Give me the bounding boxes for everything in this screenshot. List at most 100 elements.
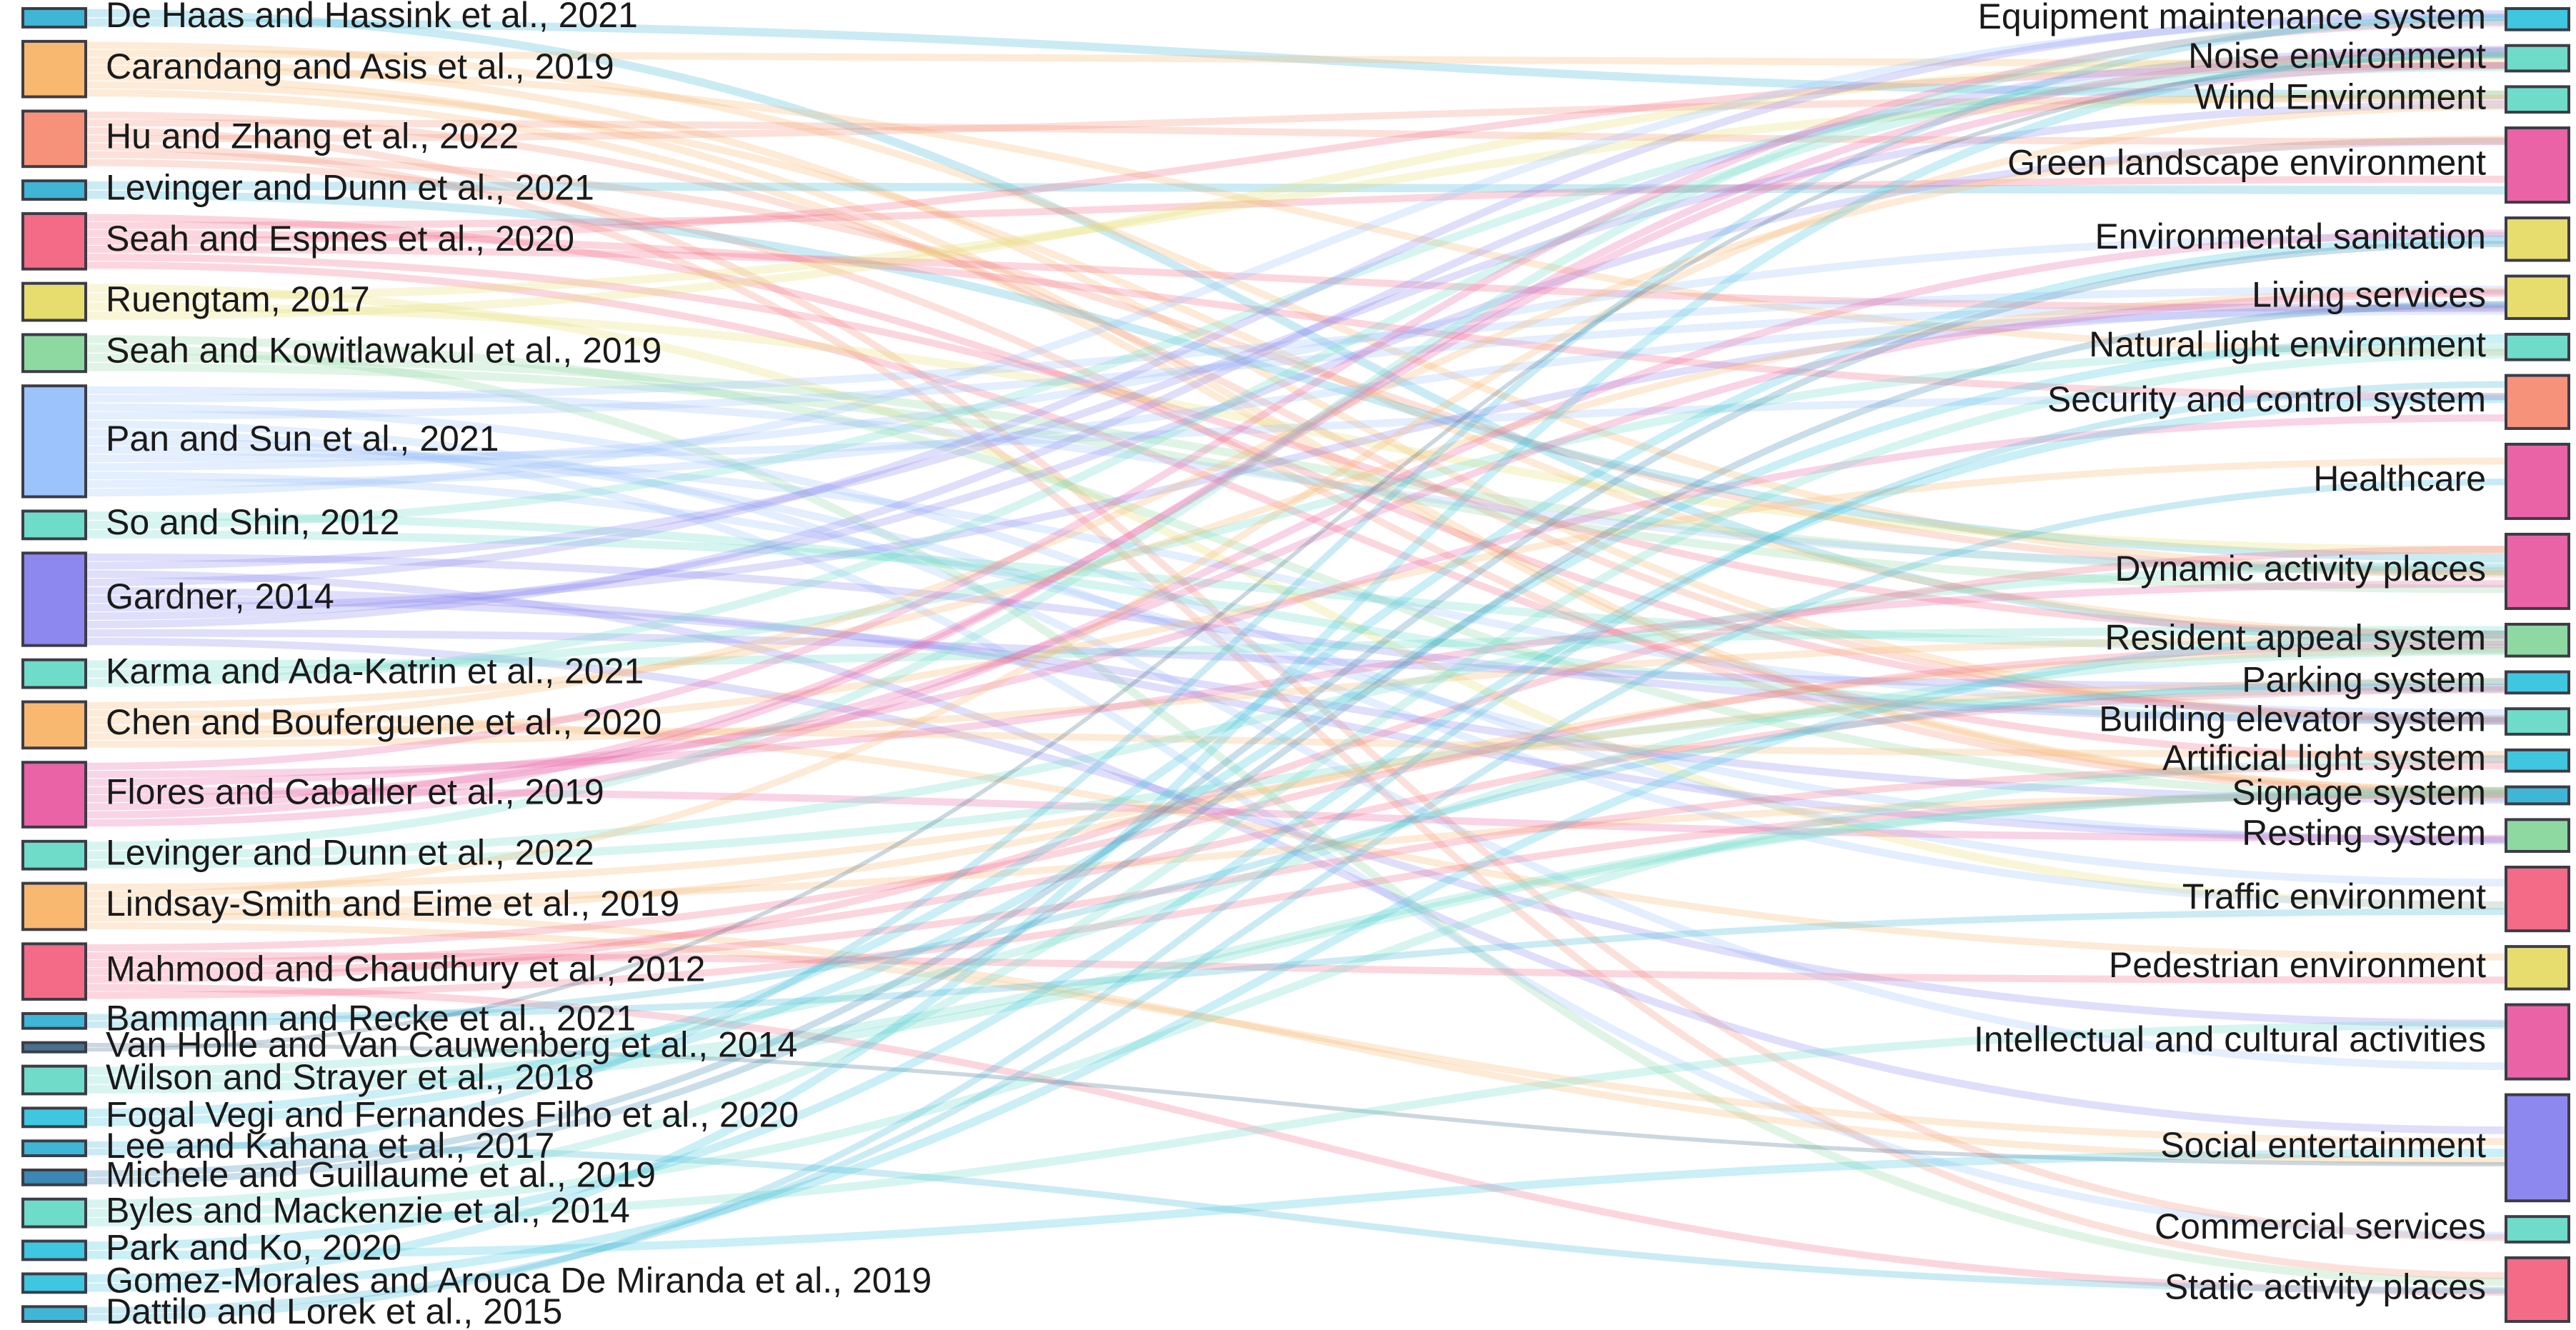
target-node[interactable]: Healthcare <box>2313 442 2570 520</box>
target-node-label: Healthcare <box>2313 459 2486 499</box>
source-node-bar <box>21 1041 87 1054</box>
flow-link <box>85 984 2507 1296</box>
flow-link <box>85 51 2507 687</box>
source-node-bar <box>21 1106 87 1129</box>
source-node-label: Bammann and Recke et al., 2021 <box>106 999 636 1039</box>
target-node[interactable]: Equipment maintenance system <box>1978 0 2570 36</box>
target-node[interactable]: Pedestrian environment <box>2109 945 2570 991</box>
flow-link <box>85 906 2507 1165</box>
target-node[interactable]: Wind Environment <box>2195 76 2570 116</box>
target-node[interactable]: Parking system <box>2242 660 2570 700</box>
flow-link <box>85 791 2507 906</box>
flow-link <box>85 786 2507 1084</box>
target-node-bar <box>2505 216 2570 262</box>
flow-link <box>85 790 2507 999</box>
flow-link <box>85 530 2507 653</box>
target-node[interactable]: Natural light environment <box>2089 324 2570 364</box>
target-node[interactable]: Traffic environment <box>2182 865 2570 933</box>
source-node[interactable]: Gardner, 2014 <box>21 551 334 647</box>
source-node[interactable]: Hu and Zhang et al., 2022 <box>21 109 519 169</box>
target-node-label: Artificial light system <box>2162 738 2486 778</box>
source-node[interactable]: Levinger and Dunn et al., 2021 <box>21 167 594 207</box>
target-node-bar <box>2505 622 2570 658</box>
flow-link <box>85 646 2507 922</box>
flow-link <box>85 231 2507 471</box>
flow-link <box>85 630 2507 1292</box>
flow-link <box>85 137 2507 620</box>
target-node[interactable]: Resting system <box>2242 813 2570 853</box>
flow-link <box>85 159 2507 796</box>
target-node[interactable]: Security and control system <box>2047 374 2570 430</box>
flow-link <box>85 94 2507 143</box>
target-node[interactable]: Social entertainment <box>2160 1093 2570 1203</box>
target-node-label: Static activity places <box>2165 1267 2486 1307</box>
flow-link <box>85 1021 2507 1226</box>
target-node[interactable]: Living services <box>2252 274 2570 320</box>
source-node-label: So and Shin, 2012 <box>106 502 399 542</box>
source-node[interactable]: Pan and Sun et al., 2021 <box>21 384 499 499</box>
source-node-bar <box>21 333 87 374</box>
target-node-label: Green landscape environment <box>2007 142 2486 182</box>
source-node-bar <box>21 1139 87 1158</box>
target-node[interactable]: Building elevator system <box>2099 699 2570 739</box>
target-node[interactable]: Noise environment <box>2188 36 2570 76</box>
flow-link <box>85 175 2507 229</box>
source-node[interactable]: Chen and Bouferguene et al., 2020 <box>21 700 662 750</box>
source-node[interactable]: Lindsay-Smith and Eime et al., 2019 <box>21 881 679 931</box>
source-node[interactable]: Wilson and Strayer et al., 2018 <box>21 1057 594 1097</box>
source-node[interactable]: Dattilo and Lorek et al., 2015 <box>21 1291 562 1330</box>
flow-link <box>85 245 2507 313</box>
target-node-label: Noise environment <box>2188 36 2486 76</box>
target-node[interactable]: Environmental sanitation <box>2095 216 2570 262</box>
source-node[interactable]: Gomez-Morales and Arouca De Miranda et a… <box>21 1261 932 1301</box>
target-node[interactable]: Dynamic activity places <box>2115 532 2570 610</box>
target-node-label: Wind Environment <box>2195 76 2487 116</box>
source-node-bar <box>21 1064 87 1096</box>
target-node-label: Equipment maintenance system <box>1978 0 2486 36</box>
source-node[interactable]: Flores and Caballer et al., 2019 <box>21 761 604 829</box>
source-node[interactable]: Byles and Mackenzie et al., 2014 <box>21 1190 630 1230</box>
source-node[interactable]: Seah and Kowitlawakul et al., 2019 <box>21 331 662 374</box>
flow-link <box>85 342 2507 678</box>
flow-link <box>85 214 2507 722</box>
source-node[interactable]: Seah and Espnes et al., 2020 <box>21 212 574 271</box>
source-node[interactable]: Van Holle and Van Cauwenberg et al., 201… <box>21 1024 797 1064</box>
target-node-label: Pedestrian environment <box>2109 945 2486 985</box>
source-node-bar <box>21 384 87 499</box>
flow-link <box>85 908 2507 1021</box>
source-node[interactable]: Karma and Ada-Katrin et al., 2021 <box>21 651 644 691</box>
flow-link <box>85 1141 2507 1294</box>
source-node-bar <box>21 281 87 322</box>
flow-link <box>85 420 2507 1071</box>
target-node[interactable]: Green landscape environment <box>2007 126 2570 204</box>
source-node-bar <box>21 700 87 750</box>
source-node[interactable]: De Haas and Hassink et al., 2021 <box>21 0 638 35</box>
source-node[interactable]: Mahmood and Chaudhury et al., 2012 <box>21 942 705 1001</box>
source-node[interactable]: Levinger and Dunn et al., 2022 <box>21 832 594 872</box>
target-node[interactable]: Commercial services <box>2155 1206 2570 1246</box>
source-node[interactable]: Fogal Vegi and Fernandes Filho et al., 2… <box>21 1095 799 1135</box>
source-node[interactable]: Bammann and Recke et al., 2021 <box>21 999 636 1039</box>
source-node[interactable]: Carandang and Asis et al., 2019 <box>21 39 614 99</box>
flow-link <box>85 181 2507 195</box>
source-node[interactable]: Ruengtam, 2017 <box>21 279 370 322</box>
flow-link <box>85 10 2507 586</box>
flow-link <box>85 761 2507 976</box>
target-node[interactable]: Static activity places <box>2165 1256 2570 1323</box>
source-node-label: Karma and Ada-Katrin et al., 2021 <box>106 651 644 691</box>
target-node[interactable]: Signage system <box>2232 773 2570 813</box>
target-node-bar <box>2505 442 2570 520</box>
target-node[interactable]: Artificial light system <box>2162 738 2570 778</box>
source-node[interactable]: Park and Ko, 2020 <box>21 1228 401 1268</box>
flow-link <box>85 684 2507 869</box>
flow-link <box>85 301 2507 420</box>
target-node[interactable]: Resident appeal system <box>2105 617 2570 658</box>
source-node[interactable]: Michele and Guillaume et al., 2019 <box>21 1155 656 1195</box>
source-node-bar <box>21 1239 87 1261</box>
flow-link <box>85 9 2507 646</box>
source-node[interactable]: So and Shin, 2012 <box>21 502 399 542</box>
target-node-bar <box>2505 707 2570 736</box>
source-node[interactable]: Lee and Kahana et al., 2017 <box>21 1126 554 1166</box>
target-node-label: Commercial services <box>2155 1206 2486 1246</box>
target-node[interactable]: Intellectual and cultural activities <box>1974 1003 2570 1081</box>
